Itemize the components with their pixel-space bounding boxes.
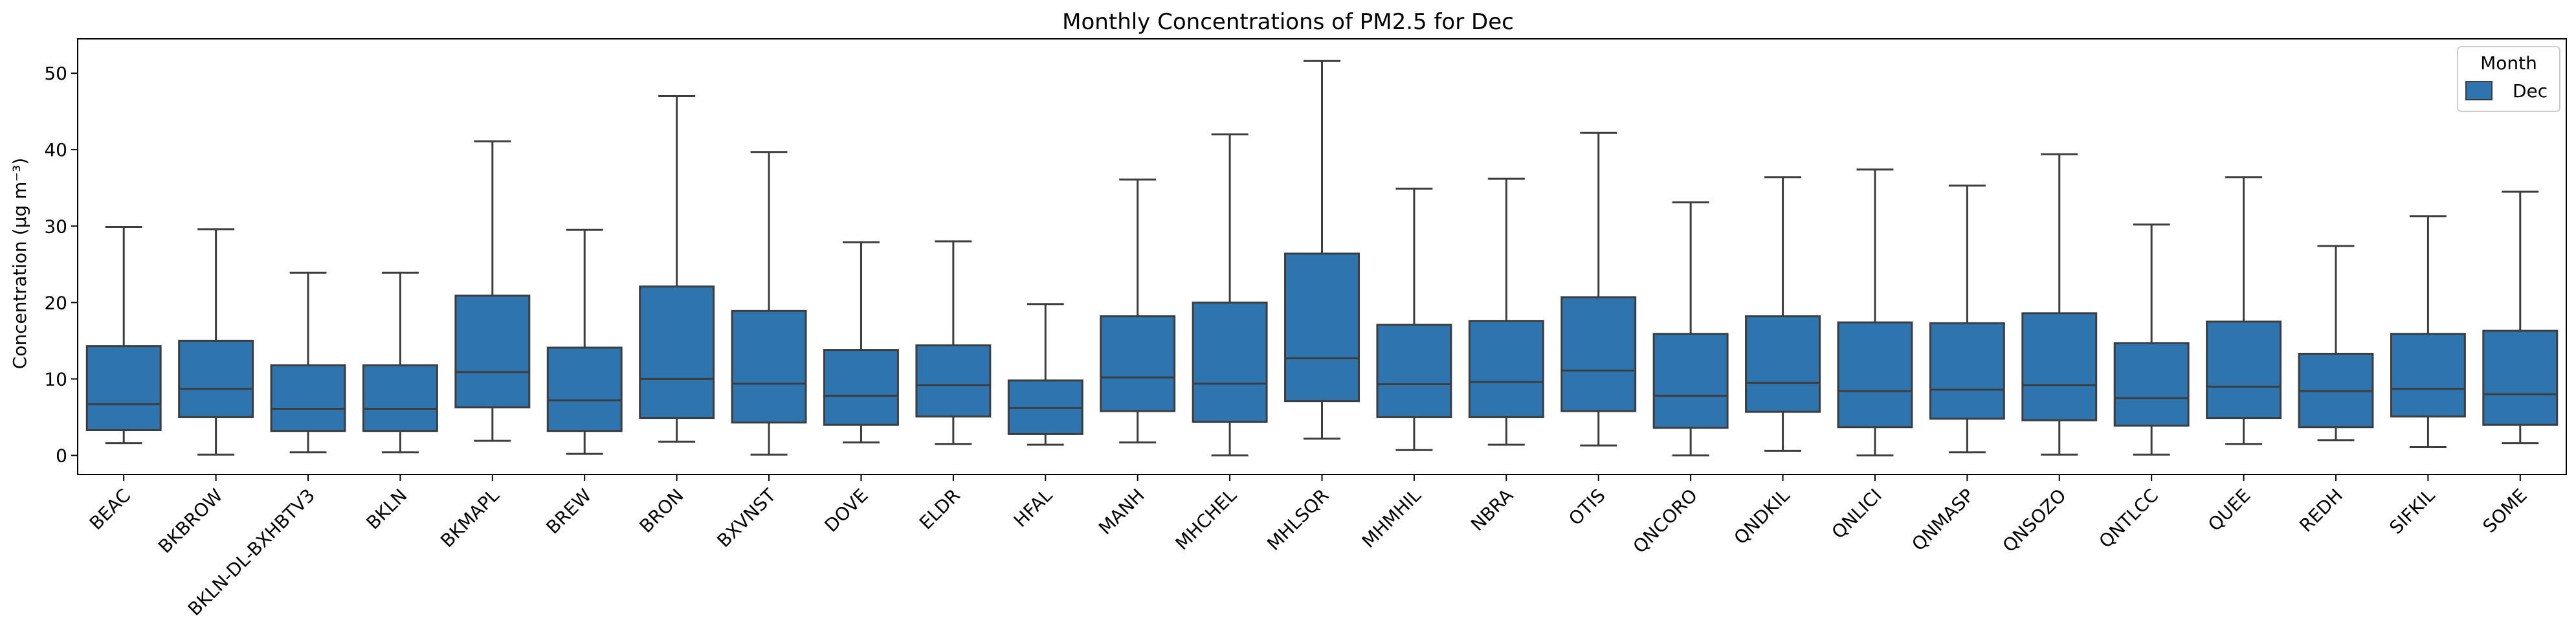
box-iqr bbox=[85, 345, 162, 432]
box-qntlcc bbox=[2113, 223, 2190, 456]
legend-title: Month bbox=[2480, 52, 2537, 74]
box-iqr bbox=[2113, 342, 2190, 427]
box-bxvnst bbox=[731, 151, 807, 456]
y-axis-title: Concentration (µg m⁻³) bbox=[9, 158, 30, 370]
box-bkbrow bbox=[178, 228, 254, 456]
box-iqr bbox=[1376, 324, 1452, 418]
box-qnsozo bbox=[2021, 153, 2098, 456]
box-quee bbox=[2206, 176, 2282, 445]
box-bron bbox=[639, 95, 715, 443]
boxes-layer bbox=[85, 60, 2559, 456]
y-tick-label: 20 bbox=[44, 292, 67, 313]
box-dove bbox=[823, 241, 899, 443]
box-iqr bbox=[362, 364, 438, 432]
box-brew bbox=[546, 229, 623, 455]
box-eldr bbox=[915, 240, 992, 445]
y-tick-label: 10 bbox=[44, 368, 67, 390]
chart-title: Monthly Concentrations of PM2.5 for Dec bbox=[1062, 9, 1514, 35]
box-hfal bbox=[1007, 303, 1083, 446]
box-qndkil bbox=[1745, 176, 1821, 452]
box-redh bbox=[2298, 245, 2374, 441]
box-mhmhil bbox=[1376, 187, 1452, 451]
box-bkln bbox=[362, 271, 438, 454]
box-iqr bbox=[1652, 333, 1729, 429]
box-otis bbox=[1560, 131, 1637, 447]
box-iqr bbox=[823, 349, 899, 426]
box-manh bbox=[1100, 178, 1176, 443]
y-tick-label: 50 bbox=[44, 63, 67, 84]
box-iqr bbox=[1837, 321, 1913, 429]
box-iqr bbox=[1929, 322, 2005, 420]
box-iqr bbox=[2482, 330, 2559, 426]
box-mhchel bbox=[1192, 133, 1268, 456]
box-sifkil bbox=[2390, 215, 2466, 448]
box-iqr bbox=[2206, 320, 2282, 419]
box-iqr bbox=[1100, 315, 1176, 412]
box-qnlici bbox=[1837, 168, 1913, 456]
box-iqr bbox=[546, 346, 623, 432]
y-tick-label: 30 bbox=[44, 216, 67, 237]
legend-label-dec: Dec bbox=[2513, 80, 2548, 102]
box-iqr bbox=[2021, 312, 2098, 421]
box-iqr bbox=[270, 364, 346, 432]
legend: Month Dec bbox=[2457, 46, 2560, 112]
y-tick-label: 0 bbox=[56, 445, 67, 466]
box-iqr bbox=[1745, 315, 1821, 413]
box-mhlsqr bbox=[1284, 60, 1360, 440]
plot-frame bbox=[77, 38, 2567, 475]
legend-swatch bbox=[2465, 81, 2493, 100]
box-iqr bbox=[178, 339, 254, 418]
box-beac bbox=[85, 225, 162, 445]
box-iqr bbox=[454, 295, 531, 408]
box-iqr bbox=[639, 285, 715, 419]
box-nbra bbox=[1468, 177, 1544, 446]
box-qnmasp bbox=[1929, 184, 2005, 454]
box-bkln-dl-bxhbtv3 bbox=[270, 271, 346, 454]
box-iqr bbox=[1284, 252, 1360, 403]
box-bkmapl bbox=[454, 140, 531, 442]
box-iqr bbox=[731, 309, 807, 424]
box-qncoro bbox=[1652, 201, 1729, 456]
box-iqr bbox=[1192, 301, 1268, 423]
box-some bbox=[2482, 190, 2559, 445]
y-tick-label: 40 bbox=[44, 139, 67, 161]
box-iqr bbox=[1468, 320, 1544, 418]
box-iqr bbox=[1560, 296, 1637, 412]
box-iqr bbox=[2390, 333, 2466, 418]
y-axis: 0 10 20 30 40 50 bbox=[44, 63, 78, 466]
box-iqr bbox=[915, 344, 992, 418]
